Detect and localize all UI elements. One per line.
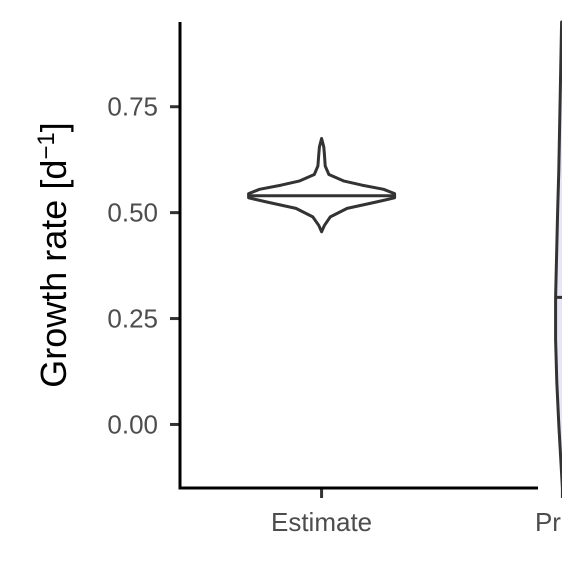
y-tick-label: 0.50	[107, 198, 158, 228]
y-axis-title: Growth rate [d−1]	[33, 122, 74, 387]
y-axis-title-superscript: −1	[33, 132, 60, 159]
y-tick-label: 0.00	[107, 409, 158, 439]
x-tick-label: Prior	[535, 507, 562, 537]
violin-estimate	[247, 137, 397, 234]
violin-prior	[554, 20, 562, 490]
x-tick-label: Estimate	[271, 507, 372, 537]
y-tick-label: 0.25	[107, 304, 158, 334]
y-axis-title-close: ]	[33, 122, 74, 132]
y-tick-label: 0.75	[107, 92, 158, 122]
y-axis-title-main: Growth rate [d	[33, 160, 74, 388]
